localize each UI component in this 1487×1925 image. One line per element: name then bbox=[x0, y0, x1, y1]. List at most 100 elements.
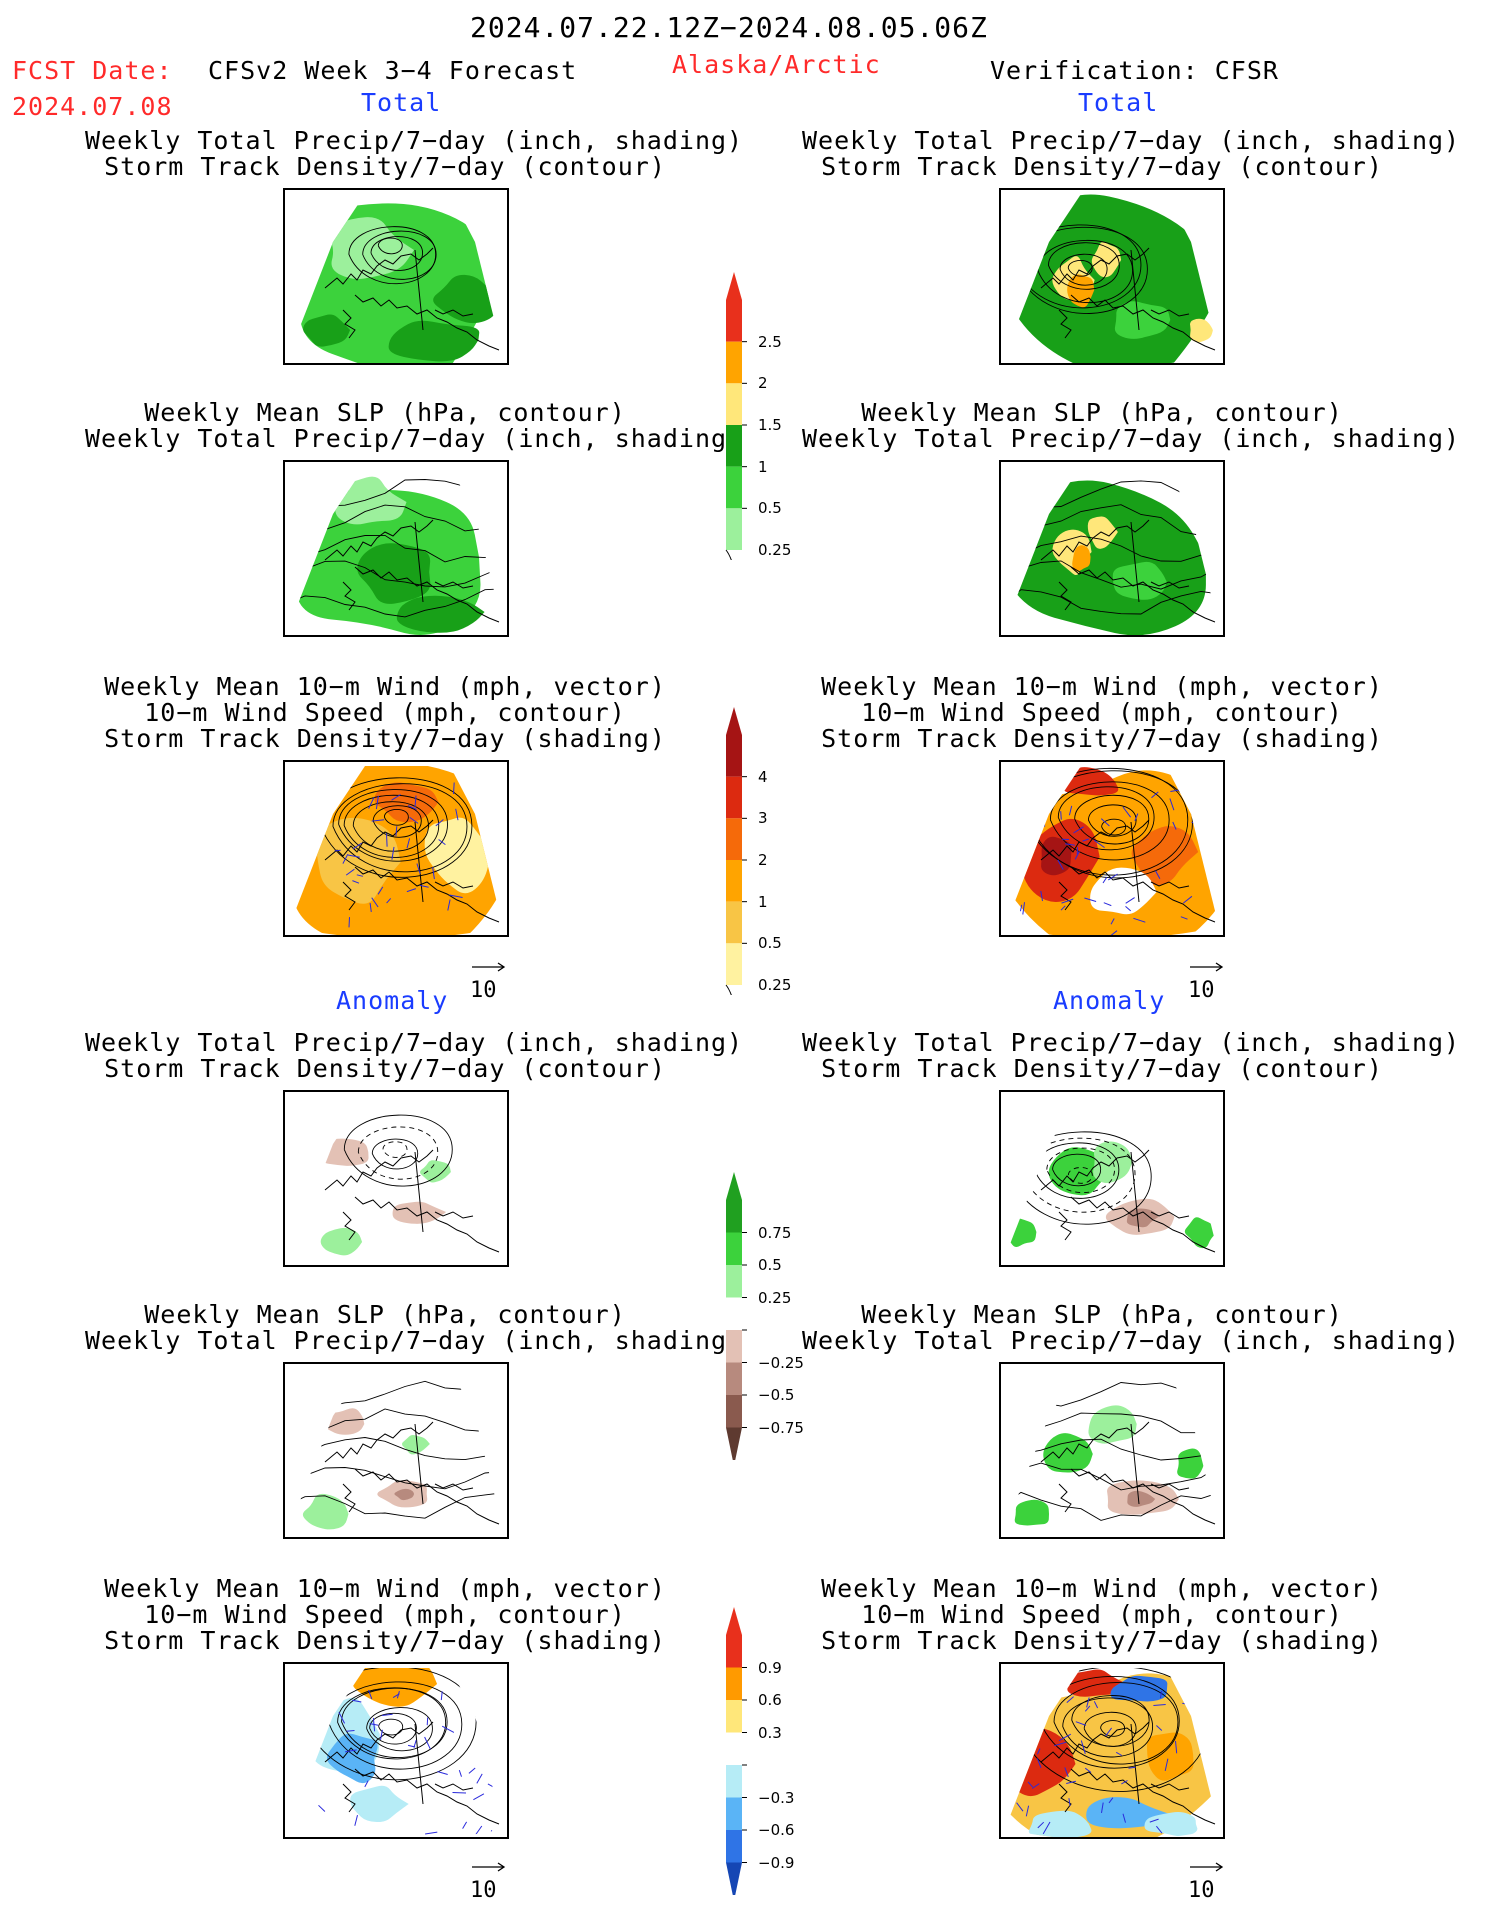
panel-title-r4-c1-line2: Storm Track Density/7−day (contour) bbox=[104, 1054, 666, 1083]
colorbar-tick-label: 3 bbox=[758, 809, 768, 828]
panel-title-r3-c1-line3: Storm Track Density/7−day (shading) bbox=[104, 724, 666, 753]
colorbar-tick-label: −0.3 bbox=[758, 1788, 795, 1807]
panel-title-r3-c2-line3: Storm Track Density/7−day (shading) bbox=[821, 724, 1383, 753]
map-panel-r3-c1 bbox=[283, 760, 509, 937]
reference-arrow-icon bbox=[1190, 1862, 1224, 1872]
panel-title-r5-c1-line2: Weekly Total Precip/7−day (inch, shading… bbox=[85, 1326, 744, 1355]
colorbar-tick-label: 0.25 bbox=[758, 541, 792, 559]
colorbar-tick-label: 0.25 bbox=[758, 976, 792, 994]
map-figure bbox=[1005, 1368, 1219, 1537]
map-panel-r1-c2 bbox=[999, 188, 1225, 365]
colorbar-tick-label: 4 bbox=[758, 767, 768, 786]
map-panel-r2-c2 bbox=[999, 460, 1225, 637]
region-title: Alaska/Arctic bbox=[672, 50, 881, 79]
panel-title-r2-c2-line2: Weekly Total Precip/7−day (inch, shading… bbox=[802, 424, 1461, 453]
map-figure bbox=[1005, 1096, 1219, 1265]
panel-title-r3-c2-line2: 10−m Wind Speed (mph, contour) bbox=[861, 698, 1343, 727]
panel-title-r3-c1-line2: 10−m Wind Speed (mph, contour) bbox=[144, 698, 626, 727]
colorbar-tick-label: 0.5 bbox=[758, 934, 782, 953]
colorbar-tick-label: 0.6 bbox=[758, 1691, 782, 1709]
colorbar-storm_anom: 0.9 0.6 0.3 −0.3 −0.6 −0.9 bbox=[724, 1605, 804, 1901]
map-figure bbox=[1005, 194, 1219, 363]
panel-title-r6-c2-line3: Storm Track Density/7−day (shading) bbox=[821, 1626, 1383, 1655]
panel-title-r6-c2-line1: Weekly Mean 10−m Wind (mph, vector) bbox=[821, 1574, 1383, 1603]
forecast-period: 2024.07.22.12Z−2024.08.05.06Z bbox=[470, 11, 988, 44]
panel-title-r2-c1-line2: Weekly Total Precip/7−day (inch, shading… bbox=[85, 424, 744, 453]
map-panel-r3-c2 bbox=[999, 760, 1225, 937]
vector-reference-label: 10 bbox=[1188, 978, 1215, 1003]
colorbar-precip_total: 2.5 2 1.5 1 0.5 0.25 bbox=[724, 270, 804, 591]
map-panel-r4-c1 bbox=[283, 1090, 509, 1267]
colorbar-precip_anom: 0.75 0.5 0.25 −0.25 −0.5 −0.75 bbox=[724, 1170, 804, 1466]
map-panel-r4-c2 bbox=[999, 1090, 1225, 1267]
section-anomaly-right: Anomaly bbox=[1053, 986, 1166, 1015]
map-panel-r5-c2 bbox=[999, 1362, 1225, 1539]
section-anomaly-left: Anomaly bbox=[336, 986, 449, 1015]
colorbar-tick-label: 2 bbox=[758, 374, 768, 393]
colorbar-tick-label: −0.9 bbox=[758, 1853, 795, 1872]
colorbar-tick-label: 0.5 bbox=[758, 499, 782, 518]
map-panel-r5-c1 bbox=[283, 1362, 509, 1539]
panel-title-r6-c1-line3: Storm Track Density/7−day (shading) bbox=[104, 1626, 666, 1655]
map-figure bbox=[289, 466, 503, 635]
panel-title-r3-c1-line1: Weekly Mean 10−m Wind (mph, vector) bbox=[104, 672, 666, 701]
panel-title-r4-c1-line1: Weekly Total Precip/7−day (inch, shading… bbox=[85, 1028, 744, 1057]
map-figure bbox=[289, 194, 503, 363]
map-panel-r1-c1 bbox=[283, 188, 509, 365]
vector-reference-label: 10 bbox=[470, 978, 497, 1003]
colorbar-tick-label: 1 bbox=[758, 892, 768, 911]
colorbar-tick-label: 0.25 bbox=[758, 1288, 792, 1307]
panel-title-r5-c2-line2: Weekly Total Precip/7−day (inch, shading… bbox=[802, 1326, 1461, 1355]
map-figure bbox=[289, 1668, 503, 1837]
map-panel-r6-c2 bbox=[999, 1662, 1225, 1839]
colorbar-tick-label: 0.5 bbox=[758, 1256, 782, 1274]
reference-arrow-icon bbox=[472, 962, 506, 972]
panel-title-r1-c1-line2: Storm Track Density/7−day (contour) bbox=[104, 152, 666, 181]
vector-reference: 10 bbox=[1188, 1855, 1228, 1903]
colorbar-tick-label: −0.25 bbox=[758, 1353, 804, 1372]
map-panel-r2-c1 bbox=[283, 460, 509, 637]
colorbar-tick-label: 1.5 bbox=[758, 416, 782, 434]
map-figure bbox=[289, 1368, 503, 1537]
vector-reference: 10 bbox=[470, 955, 510, 1003]
section-total-left: Total bbox=[361, 88, 442, 117]
vector-reference-label: 10 bbox=[1188, 1878, 1215, 1903]
colorbar-tick-label: −0.75 bbox=[758, 1418, 804, 1437]
panel-title-r1-c1-line1: Weekly Total Precip/7−day (inch, shading… bbox=[85, 126, 744, 155]
product-title: CFSv2 Week 3−4 Forecast bbox=[208, 56, 578, 85]
panel-title-r4-c2-line1: Weekly Total Precip/7−day (inch, shading… bbox=[802, 1028, 1461, 1057]
panel-title-r5-c1-line1: Weekly Mean SLP (hPa, contour) bbox=[144, 1300, 626, 1329]
panel-title-r3-c2-line1: Weekly Mean 10−m Wind (mph, vector) bbox=[821, 672, 1383, 701]
colorbar-tick-label: 0.75 bbox=[758, 1223, 792, 1242]
panel-title-r2-c2-line1: Weekly Mean SLP (hPa, contour) bbox=[861, 398, 1343, 427]
colorbar-tick-label: 1 bbox=[758, 457, 768, 476]
map-figure bbox=[289, 766, 503, 935]
vector-reference-label: 10 bbox=[470, 1878, 497, 1903]
map-figure bbox=[289, 1096, 503, 1265]
colorbar-tick-label: 0.3 bbox=[758, 1723, 782, 1742]
colorbar-tick-label: −0.6 bbox=[758, 1821, 795, 1839]
panel-title-r6-c1-line1: Weekly Mean 10−m Wind (mph, vector) bbox=[104, 1574, 666, 1603]
colorbar-tick-label: 0.9 bbox=[758, 1658, 782, 1677]
map-figure bbox=[1005, 1668, 1219, 1837]
vector-reference: 10 bbox=[1188, 955, 1228, 1003]
map-panel-r6-c1 bbox=[283, 1662, 509, 1839]
panel-title-r4-c2-line2: Storm Track Density/7−day (contour) bbox=[821, 1054, 1383, 1083]
fcst-date-label: FCST Date: bbox=[12, 56, 173, 85]
panel-title-r2-c1-line1: Weekly Mean SLP (hPa, contour) bbox=[144, 398, 626, 427]
reference-arrow-icon bbox=[1190, 962, 1224, 972]
verification-label: Verification: CFSR bbox=[990, 56, 1279, 85]
fcst-date-value: 2024.07.08 bbox=[12, 92, 173, 121]
colorbar-storm_total: 4 3 2 1 0.5 0.25 bbox=[724, 705, 804, 1026]
panel-title-r6-c1-line2: 10−m Wind Speed (mph, contour) bbox=[144, 1600, 626, 1629]
reference-arrow-icon bbox=[472, 1862, 506, 1872]
colorbar-tick-label: −0.5 bbox=[758, 1386, 795, 1404]
panel-title-r5-c2-line1: Weekly Mean SLP (hPa, contour) bbox=[861, 1300, 1343, 1329]
map-figure bbox=[1005, 766, 1219, 935]
map-figure bbox=[1005, 466, 1219, 635]
panel-title-r1-c2-line1: Weekly Total Precip/7−day (inch, shading… bbox=[802, 126, 1461, 155]
colorbar-tick-label: 2.5 bbox=[758, 332, 782, 351]
panel-title-r6-c2-line2: 10−m Wind Speed (mph, contour) bbox=[861, 1600, 1343, 1629]
vector-reference: 10 bbox=[470, 1855, 510, 1903]
section-total-right: Total bbox=[1078, 88, 1159, 117]
